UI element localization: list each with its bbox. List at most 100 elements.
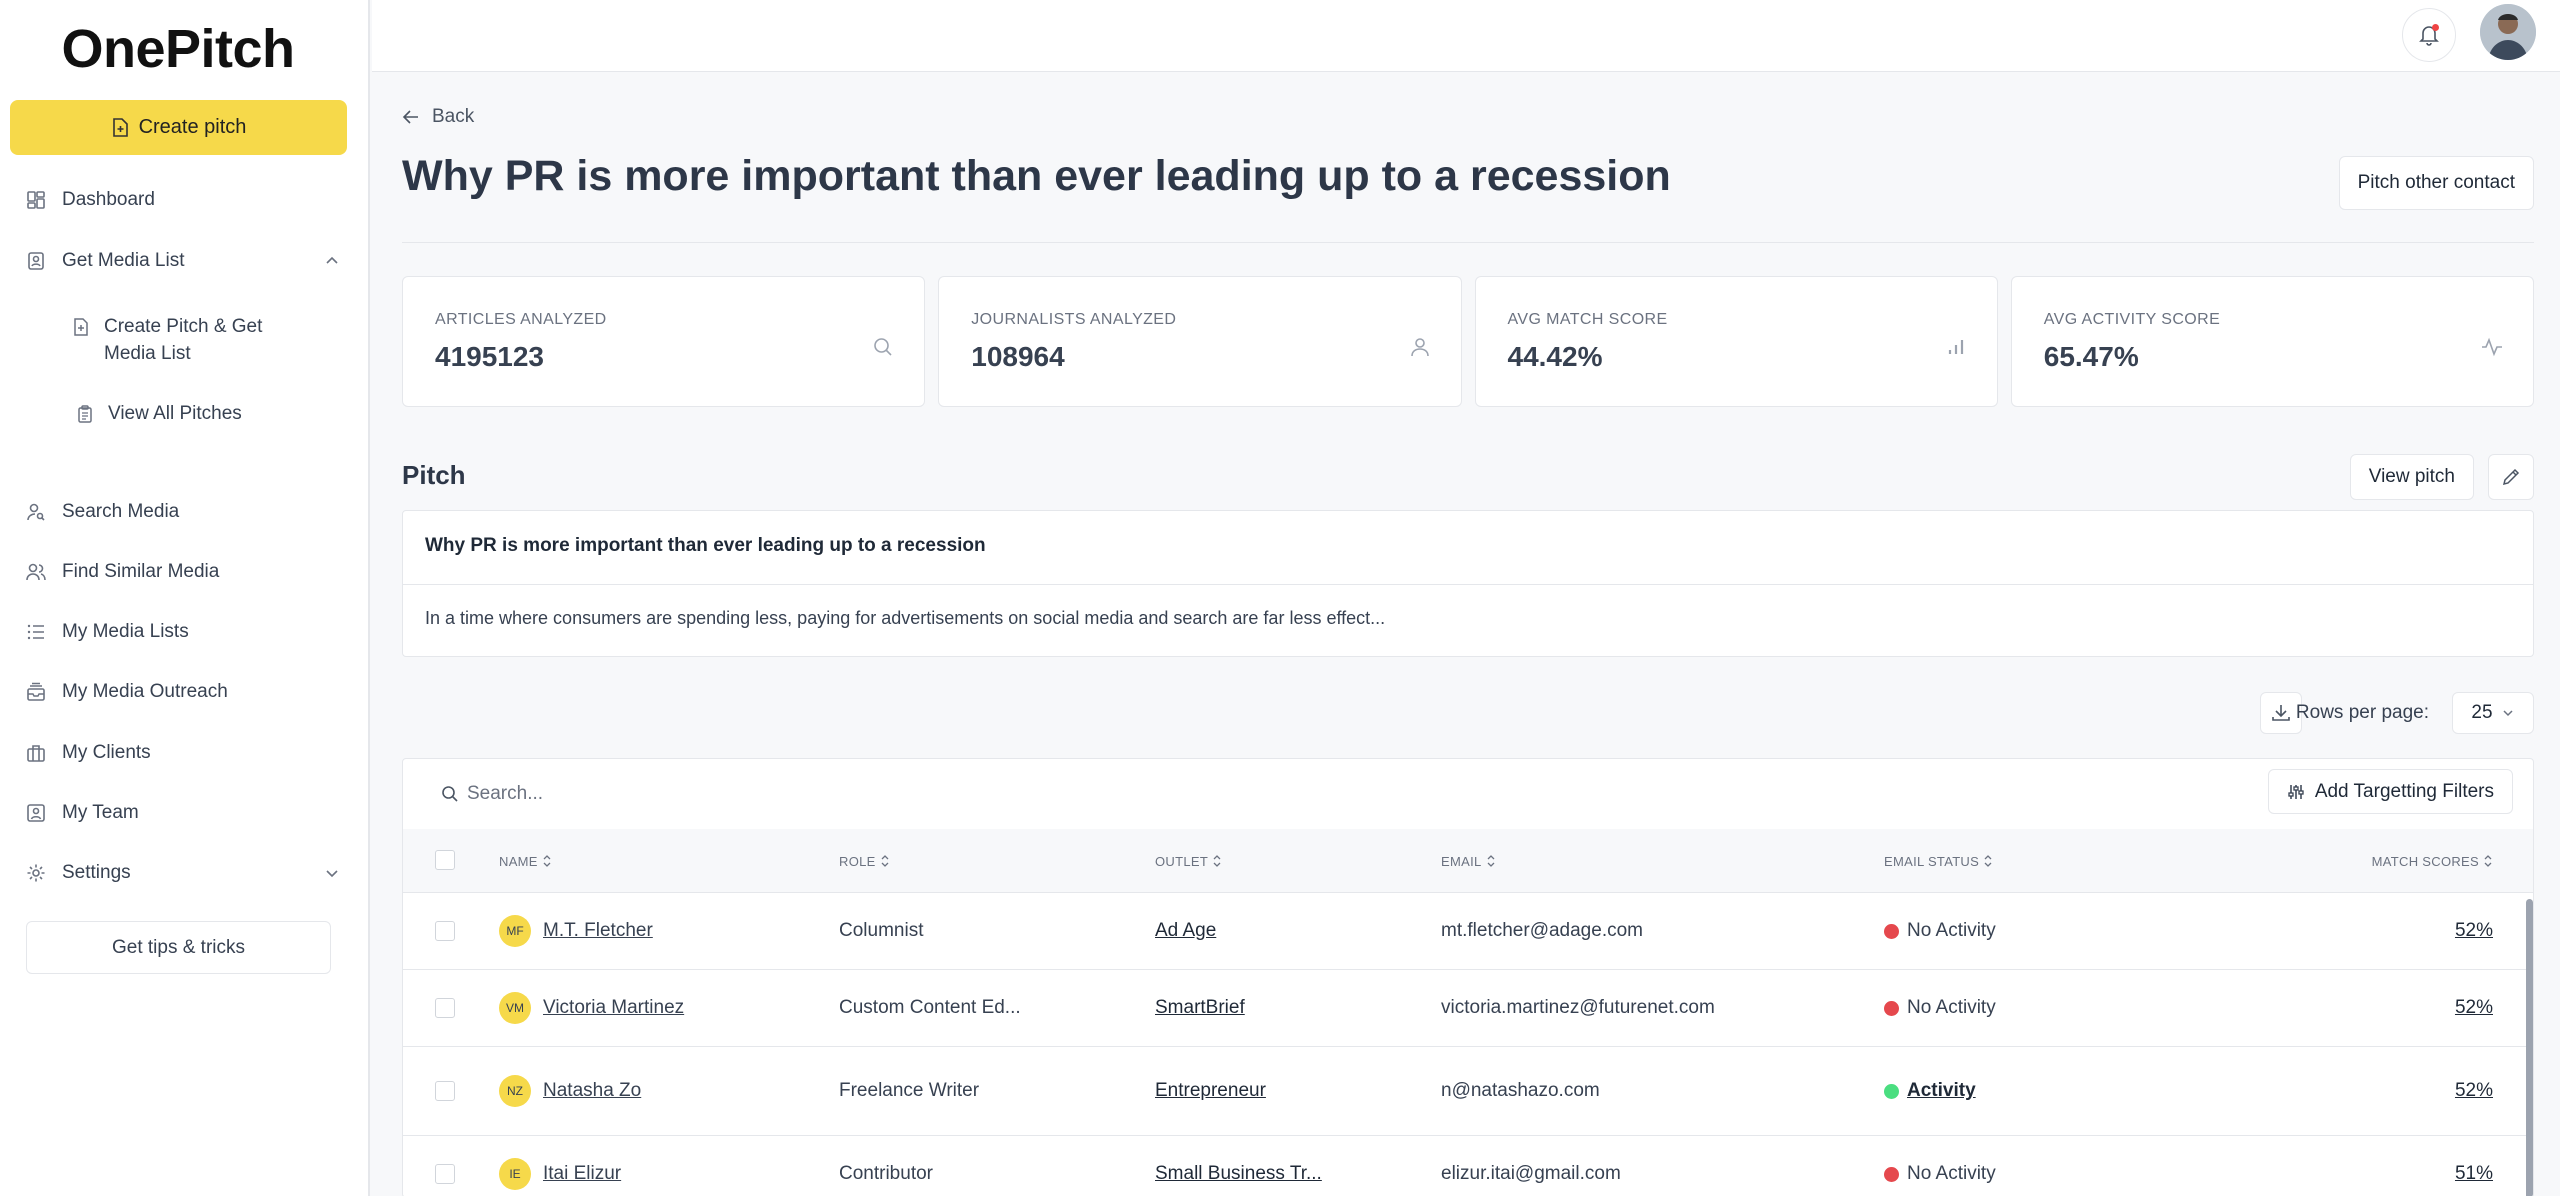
select-all-checkbox[interactable] [435, 850, 455, 870]
sort-icon [1213, 855, 1221, 867]
column-header-match-scores[interactable]: MATCH SCORES [2372, 829, 2493, 893]
column-header-outlet[interactable]: OUTLET [1155, 829, 1222, 893]
table-header: NAME ROLE OUTLET EMAIL EMAIL STATUS MATC… [403, 829, 2533, 893]
rows-per-page-value: 25 [2471, 702, 2493, 723]
column-header-email[interactable]: EMAIL [1441, 829, 1496, 893]
email-status-cell: No Activity [1884, 893, 1996, 969]
list-icon [27, 624, 44, 640]
column-label: EMAIL STATUS [1884, 853, 1980, 869]
column-label: OUTLET [1155, 853, 1209, 869]
stat-label: AVG MATCH SCORE [1507, 311, 1668, 328]
match-score-link[interactable]: 52% [2454, 1080, 2493, 1101]
email-cell: elizur.itai@gmail.com [1441, 1163, 1621, 1184]
row-checkbox[interactable] [435, 998, 455, 1018]
pitch-card: Why PR is more important than ever leadi… [402, 510, 2534, 657]
sidebar-item-search-media[interactable]: Search Media [26, 490, 342, 534]
column-header-role[interactable]: ROLE [839, 829, 890, 893]
back-link[interactable]: Back [402, 106, 474, 128]
sidebar-item-label: Search Media [62, 501, 180, 522]
sidebar-item-my-team[interactable]: My Team [26, 791, 342, 835]
divider [403, 584, 2533, 585]
sidebar-subitem-label: Create Pitch & Get Media List [104, 316, 263, 364]
back-label: Back [432, 106, 475, 127]
row-checkbox[interactable] [435, 1164, 455, 1184]
rows-per-page-label: Rows per page: [2295, 702, 2429, 723]
name-cell: NZ Natasha Zo [499, 1047, 641, 1135]
outlet-link[interactable]: SmartBrief [1155, 997, 1245, 1018]
role-cell: Custom Content Ed... [839, 997, 1021, 1018]
sidebar-item-label: Settings [62, 862, 131, 883]
column-header-email-status[interactable]: EMAIL STATUS [1884, 829, 1993, 893]
name-cell: MF M.T. Fletcher [499, 893, 653, 969]
team-icon [27, 804, 45, 822]
sidebar-item-label: My Media Outreach [62, 681, 228, 702]
create-pitch-button[interactable]: Create pitch [10, 100, 347, 155]
search-icon [874, 338, 892, 356]
add-targeting-filters-button[interactable]: Add Targetting Filters [2267, 769, 2513, 814]
users-icon [26, 563, 46, 581]
journalist-name-link[interactable]: Victoria Martinez [543, 997, 685, 1018]
stat-label: AVG ACTIVITY SCORE [2043, 311, 2221, 328]
sidebar-item-my-clients[interactable]: My Clients [26, 731, 342, 775]
row-checkbox[interactable] [435, 921, 455, 941]
sidebar-item-find-similar[interactable]: Find Similar Media [26, 550, 342, 594]
table-row[interactable]: NZ Natasha Zo Freelance Writer Entrepren… [403, 1047, 2533, 1136]
user-icon [1410, 338, 1429, 357]
outlet-link[interactable]: Small Business Tr... [1155, 1163, 1322, 1184]
view-pitch-button[interactable]: View pitch [2349, 454, 2474, 500]
stat-label: JOURNALISTS ANALYZED [971, 311, 1177, 328]
create-pitch-label: Create pitch [138, 116, 247, 138]
email-cell: victoria.martinez@futurenet.com [1441, 997, 1715, 1018]
user-avatar[interactable] [2480, 4, 2536, 60]
sidebar-item-settings[interactable]: Settings [26, 851, 342, 895]
name-cell: IE Itai Elizur [499, 1136, 621, 1196]
sidebar-item-label: My Media Lists [62, 621, 189, 642]
bar-chart-icon [1948, 340, 1963, 354]
initials-avatar: MF [499, 915, 531, 947]
pitch-heading: Pitch [402, 460, 466, 490]
stat-card-articles: ARTICLES ANALYZED 4195123 [402, 276, 926, 407]
stat-value: 4195123 [435, 341, 545, 372]
table-row[interactable]: VM Victoria Martinez Custom Content Ed..… [403, 970, 2533, 1047]
row-checkbox[interactable] [435, 1081, 455, 1101]
status-dot [1884, 923, 1899, 939]
table-row[interactable]: IE Itai Elizur Contributor Small Busines… [403, 1136, 2533, 1196]
match-score-link[interactable]: 51% [2454, 1163, 2493, 1184]
outlet-link[interactable]: Entrepreneur [1155, 1080, 1266, 1101]
column-header-name[interactable]: NAME [499, 829, 552, 893]
match-score-link[interactable]: 52% [2454, 920, 2493, 941]
journalist-name-link[interactable]: M.T. Fletcher [543, 920, 653, 941]
pitch-title: Why PR is more important than ever leadi… [425, 535, 986, 556]
status-dot [1884, 1000, 1899, 1016]
sidebar-item-my-media-outreach[interactable]: My Media Outreach [26, 670, 342, 714]
table-search-input[interactable] [467, 777, 967, 811]
table-row[interactable]: MF M.T. Fletcher Columnist Ad Age mt.fle… [403, 893, 2533, 970]
chevron-down-icon [2503, 710, 2513, 717]
outlet-link[interactable]: Ad Age [1155, 920, 1217, 941]
sidebar-subitem-view-pitches[interactable]: View All Pitches [76, 400, 342, 427]
match-score-link[interactable]: 52% [2454, 997, 2493, 1018]
email-status-cell: Activity [1884, 1047, 1976, 1135]
column-label: NAME [499, 853, 538, 869]
stats-row: ARTICLES ANALYZED 4195123 JOURNALISTS AN… [402, 276, 2534, 407]
download-button[interactable] [2260, 692, 2302, 734]
file-plus-icon [112, 117, 128, 137]
email-cell: n@natashazo.com [1441, 1080, 1600, 1101]
sidebar-item-dashboard[interactable]: Dashboard [26, 178, 342, 222]
journalist-name-link[interactable]: Itai Elizur [543, 1163, 622, 1184]
sidebar-item-my-media-lists[interactable]: My Media Lists [26, 610, 342, 654]
activity-link[interactable]: Activity [1907, 1080, 1976, 1101]
table-scrollbar[interactable] [2526, 899, 2533, 1196]
initials-avatar: IE [499, 1158, 531, 1190]
rows-per-page-select[interactable]: 25 [2452, 692, 2534, 734]
edit-pitch-button[interactable] [2488, 454, 2534, 500]
stat-value: 65.47% [2043, 341, 2139, 372]
notifications-button[interactable] [2402, 8, 2456, 62]
sidebar-subitem-create-pitch[interactable]: Create Pitch & Get Media List [72, 313, 342, 367]
app-logo[interactable]: OnePitch [61, 19, 295, 79]
pitch-other-contact-button[interactable]: Pitch other contact [2338, 156, 2534, 210]
journalist-name-link[interactable]: Natasha Zo [543, 1080, 642, 1101]
sidebar-item-get-media-list[interactable]: Get Media List [26, 239, 342, 283]
sidebar: OnePitch Create pitch Dashboard Get Medi… [0, 0, 370, 1196]
get-tips-button[interactable]: Get tips & tricks [26, 921, 331, 974]
